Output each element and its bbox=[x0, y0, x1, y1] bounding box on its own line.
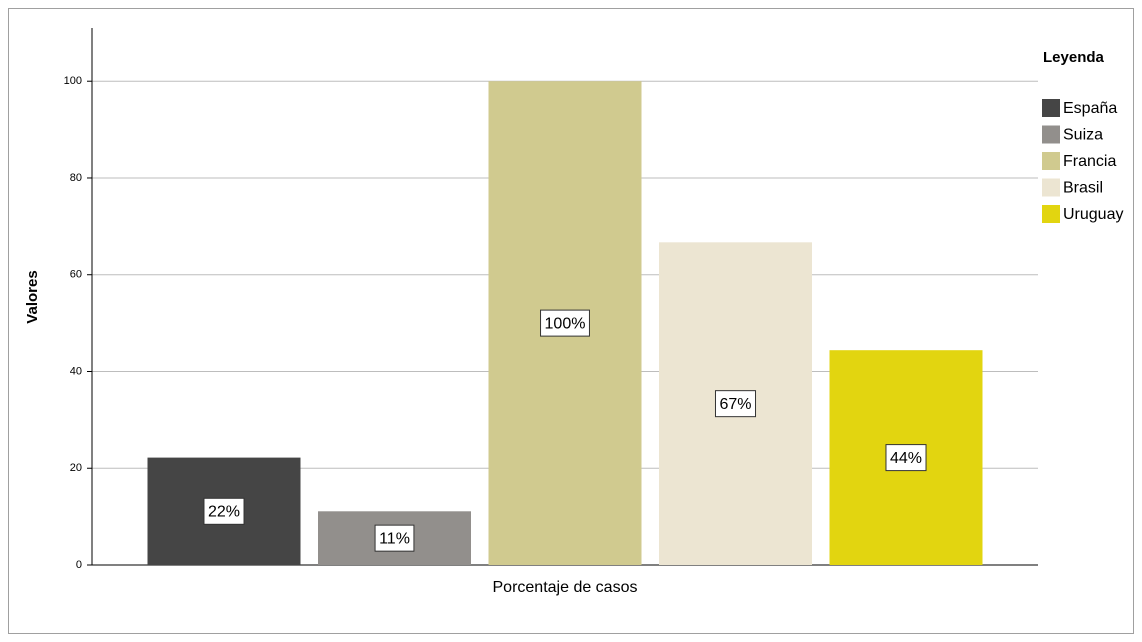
y-tick-label: 40 bbox=[70, 365, 82, 377]
y-tick-label: 0 bbox=[76, 559, 82, 571]
y-tick-label: 60 bbox=[70, 269, 82, 281]
value-label: 22% bbox=[208, 504, 240, 521]
legend-title: Leyenda bbox=[1043, 49, 1105, 66]
value-label-box bbox=[203, 497, 245, 525]
y-tick-label: 80 bbox=[70, 172, 82, 184]
legend-label: Suiza bbox=[1063, 127, 1103, 144]
value-label-box bbox=[885, 444, 927, 472]
legend-swatch bbox=[1042, 152, 1060, 170]
legend-label: Francia bbox=[1063, 153, 1116, 170]
value-label: 67% bbox=[719, 396, 751, 413]
value-label-box bbox=[714, 390, 757, 418]
value-label-box bbox=[374, 524, 415, 552]
legend-label: España bbox=[1063, 100, 1117, 117]
x-tick-label: Porcentaje de casos bbox=[493, 579, 638, 596]
y-axis-label: Valores bbox=[24, 270, 41, 323]
legend-label: Brasil bbox=[1063, 180, 1103, 197]
legend-swatch bbox=[1042, 125, 1060, 144]
legend-swatch bbox=[1042, 178, 1060, 197]
value-label: 100% bbox=[545, 315, 586, 332]
value-label: 44% bbox=[890, 450, 922, 467]
legend-label: Uruguay bbox=[1063, 206, 1123, 223]
y-tick-label: 100 bbox=[64, 75, 82, 87]
value-label: 11% bbox=[379, 530, 410, 547]
legend-swatch bbox=[1042, 205, 1060, 223]
value-label-box bbox=[540, 309, 590, 337]
y-tick-label: 20 bbox=[70, 462, 82, 474]
legend-swatch bbox=[1042, 99, 1060, 117]
